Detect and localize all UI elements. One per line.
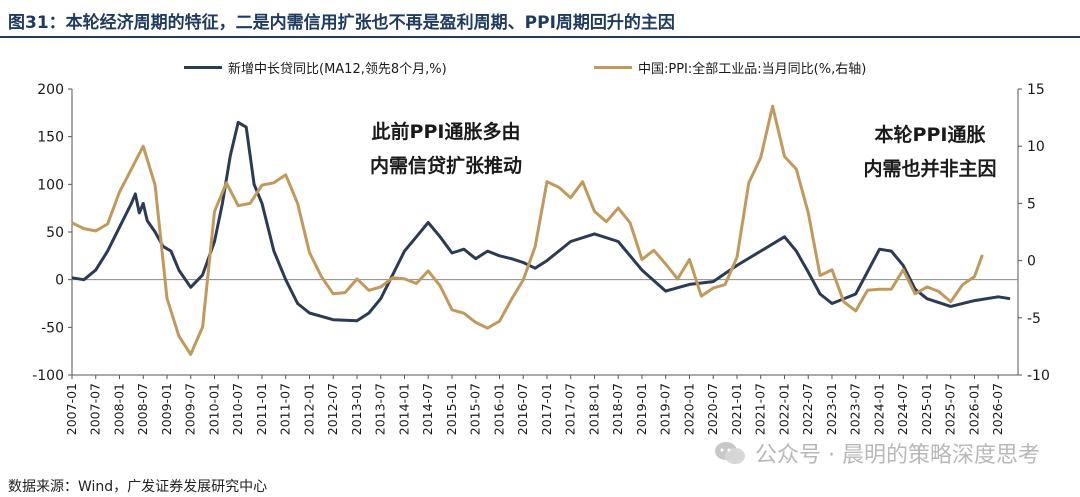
y-right-tick-label: 15 xyxy=(1027,82,1045,98)
annotation-2-line-2: 内需也并非主因 xyxy=(863,157,996,180)
y-right-tick-label: -10 xyxy=(1027,368,1050,384)
x-tick-label: 2023-01 xyxy=(824,383,839,435)
x-tick-label: 2023-07 xyxy=(848,383,863,435)
x-tick-label: 2018-01 xyxy=(586,383,601,435)
legend-swatch-series2 xyxy=(594,66,632,69)
series-line-2 xyxy=(71,104,984,356)
x-tick-label: 2011-07 xyxy=(278,383,293,435)
y-right-tick-label: 0 xyxy=(1027,254,1036,270)
x-tick-label: 2015-01 xyxy=(444,383,459,435)
y-right-tick-label: 10 xyxy=(1027,139,1045,155)
title-divider xyxy=(0,36,1080,38)
x-tick-label: 2012-07 xyxy=(325,383,340,435)
x-tick-label: 2018-07 xyxy=(610,383,625,435)
x-tick-label: 2019-07 xyxy=(658,383,673,435)
y-left-tick-label: -100 xyxy=(32,368,64,384)
x-tick-label: 2022-07 xyxy=(800,383,815,435)
x-tick-label: 2010-07 xyxy=(230,383,245,435)
x-tick-label: 2025-07 xyxy=(943,383,958,435)
y-right-tick-label: -5 xyxy=(1027,311,1041,327)
x-tick-label: 2014-01 xyxy=(396,383,411,435)
y-left-tick-label: 50 xyxy=(46,225,64,241)
x-tick-label: 2022-01 xyxy=(776,383,791,435)
x-tick-label: 2009-01 xyxy=(159,383,174,435)
x-tick-label: 2016-01 xyxy=(491,383,506,435)
x-tick-label: 2008-01 xyxy=(111,383,126,435)
x-tick-label: 2024-01 xyxy=(871,383,886,435)
x-tick-label: 2017-07 xyxy=(563,383,578,435)
x-tick-label: 2008-07 xyxy=(135,383,150,435)
y-left-tick-label: 0 xyxy=(55,273,64,289)
legend-item-series1: 新增中长贷同比(MA12,领先8个月,%) xyxy=(184,58,447,77)
legend-swatch-series1 xyxy=(184,66,222,69)
x-tick-label: 2020-07 xyxy=(705,383,720,435)
x-tick-label: 2016-07 xyxy=(515,383,530,435)
x-tick-label: 2019-01 xyxy=(634,383,649,435)
x-tick-label: 2024-07 xyxy=(895,383,910,435)
x-tick-label: 2009-07 xyxy=(183,383,198,435)
x-tick-label: 2011-01 xyxy=(254,383,269,435)
x-tick-label: 2020-01 xyxy=(681,383,696,435)
x-tick-label: 2017-01 xyxy=(539,383,554,435)
x-tick-label: 2015-07 xyxy=(468,383,483,435)
series-line-1 xyxy=(71,120,1011,323)
annotation-1-line-1: 此前PPI通胀多由 xyxy=(372,120,521,143)
chart-lines xyxy=(71,104,1011,356)
figure-title: 图31：本轮经济周期的特征，二是内需信用扩张也不再是盈利周期、PPI周期回升的主… xyxy=(8,13,675,33)
y-left-tick-label: 100 xyxy=(37,177,64,193)
x-tick-label: 2007-07 xyxy=(88,383,103,435)
watermark-text: 公众号 · 晨明的策略深度思考 xyxy=(755,443,1040,468)
x-tick-label: 2025-01 xyxy=(919,383,934,435)
legend-label-series1: 新增中长贷同比(MA12,领先8个月,%) xyxy=(228,62,447,77)
data-source: 数据来源：Wind，广发证券发展研究中心 xyxy=(8,479,268,495)
x-tick-label: 2021-01 xyxy=(729,383,744,435)
y-left-tick-label: 200 xyxy=(37,82,64,98)
annotation-1-line-2: 内需信贷扩张推动 xyxy=(370,154,522,177)
legend-item-series2: 中国:PPI:全部工业品:当月同比(%,右轴) xyxy=(594,58,866,77)
y-left-tick-label: 150 xyxy=(37,130,64,146)
x-tick-label: 2010-01 xyxy=(206,383,221,435)
x-tick-label: 2013-07 xyxy=(373,383,388,435)
legend-label-series2: 中国:PPI:全部工业品:当月同比(%,右轴) xyxy=(638,62,867,77)
annotation-2-line-1: 本轮PPI通胀 xyxy=(875,123,986,146)
wechat-icon xyxy=(715,442,746,464)
x-tick-label: 2026-07 xyxy=(990,383,1005,435)
x-tick-label: 2014-07 xyxy=(420,383,435,435)
x-tick-label: 2026-01 xyxy=(966,383,981,435)
x-tick-label: 2021-07 xyxy=(753,383,768,435)
watermark: 公众号 · 晨明的策略深度思考 xyxy=(713,437,1040,469)
x-tick-label: 2007-01 xyxy=(64,383,79,435)
x-tick-label: 2013-01 xyxy=(349,383,364,435)
y-left-tick-label: -50 xyxy=(41,320,64,336)
x-tick-label: 2012-01 xyxy=(301,383,316,435)
y-right-tick-label: 5 xyxy=(1027,196,1036,212)
